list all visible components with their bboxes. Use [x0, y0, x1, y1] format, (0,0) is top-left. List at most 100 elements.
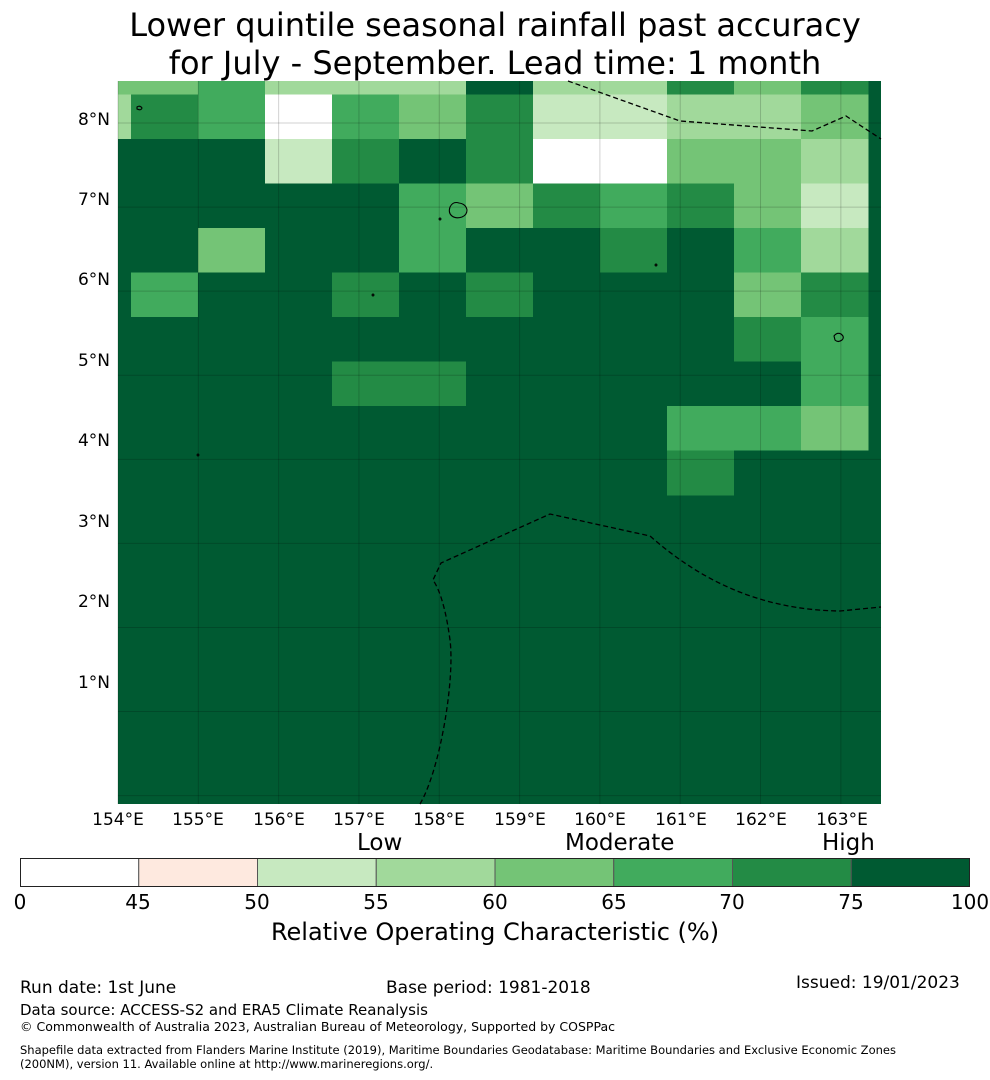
map-cell — [533, 228, 601, 273]
colorbar-label: Relative Operating Characteristic (%) — [270, 918, 720, 946]
map-cell — [600, 183, 668, 229]
map-gridlines — [117, 81, 881, 804]
map-cell — [801, 183, 869, 229]
map-cell — [667, 361, 735, 407]
run-date: Run date: 1st June — [20, 978, 177, 998]
lat-tick-2n: 2°N — [77, 592, 110, 612]
map-cell — [265, 94, 333, 140]
map-cell — [399, 361, 467, 407]
map-cell — [118, 183, 132, 229]
map-cell — [332, 450, 400, 496]
map-cell — [131, 450, 199, 496]
map-cell — [118, 317, 132, 362]
colorbar-tick-100: 100 — [950, 890, 990, 914]
map-cell — [734, 450, 802, 496]
map-cell — [600, 272, 668, 318]
chart-title-line-1: Lower quintile seasonal rainfall past ac… — [129, 6, 861, 44]
map-cell — [198, 406, 266, 451]
map-cell — [734, 94, 802, 140]
map-cell — [399, 94, 467, 140]
map-cell — [667, 94, 735, 140]
map-cell — [131, 228, 199, 273]
colorbar-segment — [613, 858, 733, 887]
map-cell — [734, 183, 802, 229]
map-cell — [332, 94, 400, 140]
map-cell — [734, 272, 802, 318]
map-cell — [466, 450, 534, 496]
map-cell — [265, 228, 333, 273]
map-cell — [734, 406, 802, 451]
base-period: Base period: 1981-2018 — [386, 978, 591, 998]
level-high: High — [822, 830, 875, 856]
map-cell — [198, 81, 266, 95]
map-cell — [533, 317, 601, 362]
map-cell — [801, 228, 869, 273]
lon-tick-155e: 155°E — [172, 810, 224, 830]
map-cell — [667, 406, 735, 451]
map-cell — [600, 361, 668, 407]
map-cell — [533, 406, 601, 451]
map-cell — [533, 450, 601, 496]
map-cell — [198, 228, 266, 273]
map-cell — [131, 317, 199, 362]
colorbar-tick-65: 65 — [601, 890, 627, 914]
map-cell — [466, 94, 534, 140]
map-cell — [533, 272, 601, 318]
map-cell — [801, 406, 869, 451]
map-cell — [734, 139, 802, 184]
map-cell — [131, 183, 199, 229]
island-dot-2 — [654, 263, 658, 267]
map-cell — [667, 81, 735, 95]
map-cell — [466, 361, 534, 407]
map-cell — [734, 228, 802, 273]
eez-boundary-south — [419, 513, 882, 805]
eez-boundary-north — [567, 80, 882, 140]
accuracy-cells — [118, 81, 881, 804]
map-cell — [265, 81, 333, 95]
colorbar-segment — [494, 858, 615, 887]
map-cell — [533, 81, 601, 95]
lon-tick-163e: 163°E — [816, 810, 868, 830]
map-cell — [667, 272, 735, 318]
map-cell — [399, 81, 467, 95]
map-cell — [399, 272, 467, 318]
colorbar-segment — [375, 858, 496, 887]
map-cell — [265, 183, 333, 229]
map-cell — [198, 450, 266, 496]
map-cell — [198, 317, 266, 362]
map-cell — [466, 81, 534, 95]
map-cell — [801, 139, 869, 184]
lon-tick-160e: 160°E — [574, 810, 626, 830]
map-cell — [131, 361, 199, 407]
boundary-lines — [419, 80, 882, 805]
map-cell — [332, 183, 400, 229]
map-cell — [399, 317, 467, 362]
level-moderate: Moderate — [565, 830, 675, 856]
map-cell — [118, 361, 132, 407]
map-cell — [667, 317, 735, 362]
copyright: © Commonwealth of Australia 2023, Austra… — [20, 1019, 615, 1034]
map-cell — [399, 139, 467, 184]
lon-tick-156e: 156°E — [253, 810, 305, 830]
colorbar-segment — [138, 858, 258, 887]
map-cell — [600, 317, 668, 362]
colorbar-segment — [20, 858, 140, 887]
map-cell — [131, 406, 199, 451]
island-dot-4 — [196, 453, 200, 457]
map-cell — [332, 81, 400, 95]
map-cell — [265, 361, 333, 407]
map-cell — [466, 228, 534, 273]
colorbar-segment — [850, 858, 970, 887]
map-cell — [600, 94, 668, 140]
map-cell — [332, 228, 400, 273]
map-cell — [734, 361, 802, 407]
colorbar-tick-70: 70 — [719, 890, 745, 914]
lat-tick-8n: 8°N — [77, 110, 110, 130]
map-cell — [131, 81, 199, 95]
colorbar-tick-45: 45 — [125, 890, 151, 914]
island-kosrae — [833, 332, 844, 343]
map-cell — [466, 272, 534, 318]
map-cell — [600, 450, 668, 496]
island-pohnpei — [448, 201, 468, 219]
lon-tick-159e: 159°E — [494, 810, 546, 830]
